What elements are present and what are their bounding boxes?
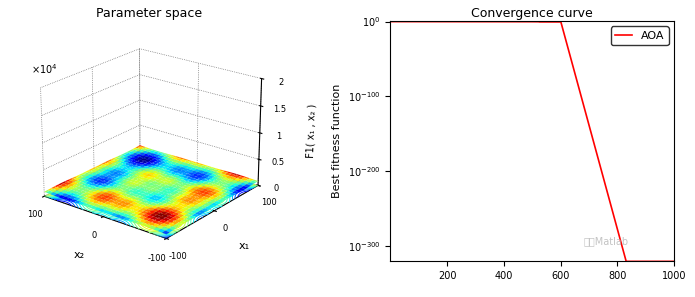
AOA bbox=[416, 20, 424, 23]
AOA bbox=[386, 20, 395, 23]
Legend: AOA: AOA bbox=[611, 26, 669, 45]
Line: AOA: AOA bbox=[391, 22, 674, 261]
X-axis label: x₂: x₂ bbox=[74, 250, 85, 260]
Text: 仿真Matlab: 仿真Matlab bbox=[583, 236, 628, 247]
AOA bbox=[501, 20, 509, 23]
AOA bbox=[581, 110, 589, 113]
AOA bbox=[512, 20, 520, 23]
AOA bbox=[670, 260, 678, 263]
Y-axis label: Best fitness function: Best fitness function bbox=[332, 84, 342, 198]
Title: Convergence curve: Convergence curve bbox=[471, 7, 593, 20]
Text: $\times 10^4$: $\times 10^4$ bbox=[31, 62, 58, 76]
AOA bbox=[622, 260, 630, 263]
AOA bbox=[612, 225, 621, 229]
Title: Parameter space: Parameter space bbox=[96, 7, 202, 20]
Y-axis label: x₁: x₁ bbox=[238, 241, 250, 251]
AOA bbox=[607, 206, 616, 210]
